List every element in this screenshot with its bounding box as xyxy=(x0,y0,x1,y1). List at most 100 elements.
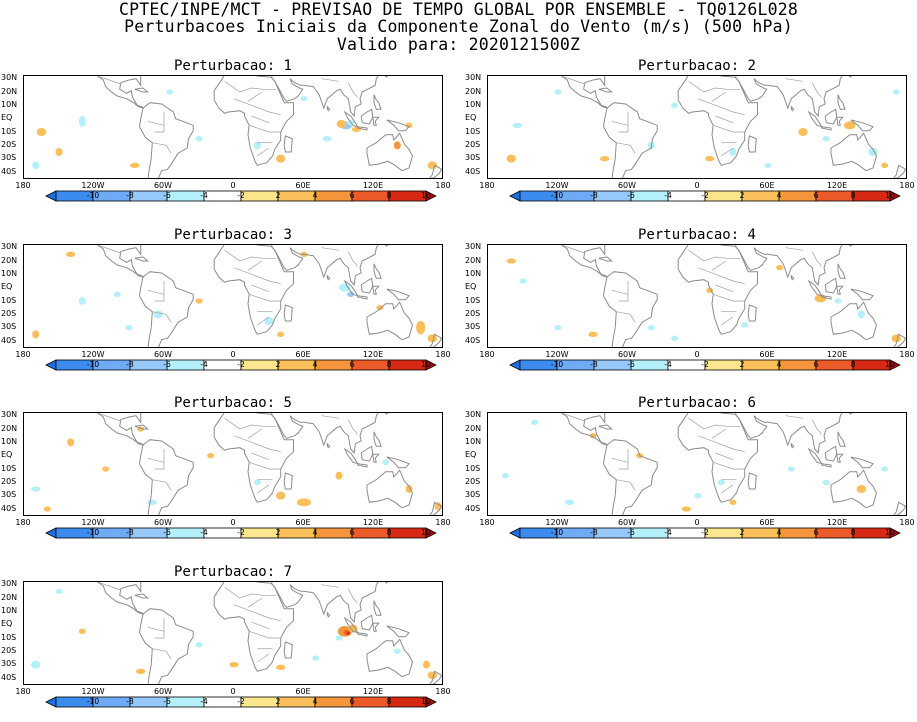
country-border xyxy=(811,82,822,98)
latitude-label: 30N xyxy=(465,410,482,420)
longitude-label: 180 xyxy=(899,181,915,190)
perturbation-contour xyxy=(276,154,286,163)
latitude-label: 40S xyxy=(1,335,17,345)
perturbation-contour xyxy=(78,628,86,634)
country-border xyxy=(147,120,165,126)
coastline xyxy=(386,119,410,132)
coastline xyxy=(893,501,906,515)
perturbation-contour xyxy=(891,334,901,343)
panel-title: Perturbacao: 1 xyxy=(173,58,292,74)
latitude-label: 40S xyxy=(465,503,481,513)
perturbation-contour xyxy=(78,116,86,127)
perturbation-contour xyxy=(229,662,239,668)
coastline xyxy=(429,670,442,684)
coastline xyxy=(677,413,758,503)
latitude-label: EQ xyxy=(465,113,477,123)
colorbar-tick-label: -8 xyxy=(590,528,598,537)
perturbation-contour xyxy=(195,298,203,304)
coastline xyxy=(373,94,382,110)
coastline xyxy=(326,611,331,618)
colorbar-tick-label: 6 xyxy=(813,528,819,537)
coastline xyxy=(560,413,609,446)
map-panel xyxy=(487,412,907,516)
perturbation-contour xyxy=(78,297,86,305)
longitude-label: 180 xyxy=(435,687,451,696)
colorbar-tick-label: -8 xyxy=(126,191,134,200)
latitude-label: 30S xyxy=(1,659,17,669)
coastline xyxy=(373,263,382,279)
latitude-label: 10S xyxy=(1,632,17,642)
country-border xyxy=(721,484,734,494)
coastline xyxy=(372,285,380,295)
perturbation-contour xyxy=(277,331,285,337)
country-border xyxy=(321,247,340,251)
colorbar-tick-label: -4 xyxy=(200,697,208,706)
latitude-label: 10N xyxy=(1,436,18,446)
colorbar xyxy=(509,190,901,202)
perturbation-contour xyxy=(588,331,598,337)
colorbar-tick-label: 10 xyxy=(885,191,895,200)
colorbar-max-triangle xyxy=(425,527,437,539)
perturbation-contour xyxy=(554,89,562,95)
longitude-label: 180 xyxy=(15,687,31,696)
perturbation-contour xyxy=(881,466,889,472)
latitude-label: 20S xyxy=(1,308,17,318)
longitude-label: 60E xyxy=(759,518,775,527)
coastline xyxy=(807,110,823,128)
colorbar-tick-label: 8 xyxy=(386,528,392,537)
coastline xyxy=(366,132,414,172)
panel-title: Perturbacao: 6 xyxy=(637,395,756,411)
perturbation-contour xyxy=(102,466,110,472)
colorbar-tick-label: -2 xyxy=(701,528,709,537)
coastline xyxy=(96,582,145,615)
coastline xyxy=(386,288,410,301)
coastline xyxy=(893,164,906,178)
country-border xyxy=(611,289,629,295)
latitude-label: 30N xyxy=(1,410,18,420)
latitude-label: 10S xyxy=(1,126,17,136)
perturbation-contour xyxy=(346,632,350,635)
longitude-label: 120W xyxy=(81,181,105,190)
latitude-label: 20S xyxy=(1,139,17,149)
coastline xyxy=(429,333,442,347)
perturbation-contour xyxy=(881,162,889,168)
longitude-label: 120W xyxy=(545,181,569,190)
colorbar xyxy=(45,696,437,708)
coastline xyxy=(213,413,294,503)
longitude-label: 60E xyxy=(759,181,775,190)
colorbar-min-triangle xyxy=(509,190,521,202)
perturbation-contour xyxy=(776,265,784,271)
perturbation-contour xyxy=(671,335,679,341)
longitude-label: 120E xyxy=(362,687,384,696)
coastline xyxy=(598,87,614,93)
coastline xyxy=(837,263,846,279)
map-panel xyxy=(23,75,443,179)
country-border xyxy=(249,630,281,639)
longitude-label: 120W xyxy=(81,350,105,359)
coastline xyxy=(677,76,758,166)
colorbar-tick-label: -4 xyxy=(200,191,208,200)
colorbar-tick-label: 2 xyxy=(275,697,281,706)
perturbation-contour xyxy=(276,491,286,500)
coastline xyxy=(96,245,145,278)
colorbar-tick-label: 6 xyxy=(349,191,355,200)
country-border xyxy=(561,413,585,422)
perturbation-contour xyxy=(66,251,76,257)
perturbation-contour xyxy=(147,499,157,505)
colorbar-min-triangle xyxy=(45,696,57,708)
coastline xyxy=(830,132,878,172)
country-border xyxy=(616,479,636,491)
coastline xyxy=(734,245,843,287)
longitude-label: 0 xyxy=(230,181,236,190)
latitude-label: 20N xyxy=(1,423,18,433)
colorbar-tick-label: -6 xyxy=(627,528,635,537)
coastline xyxy=(96,76,145,109)
colorbar-tick-label: -2 xyxy=(237,360,245,369)
latitude-label: 10S xyxy=(465,295,481,305)
coastline xyxy=(134,593,150,599)
country-border xyxy=(152,479,172,491)
country-border xyxy=(721,147,734,157)
map-panel xyxy=(23,244,443,348)
panel-title: Perturbacao: 7 xyxy=(173,564,292,580)
coastline xyxy=(747,304,757,322)
